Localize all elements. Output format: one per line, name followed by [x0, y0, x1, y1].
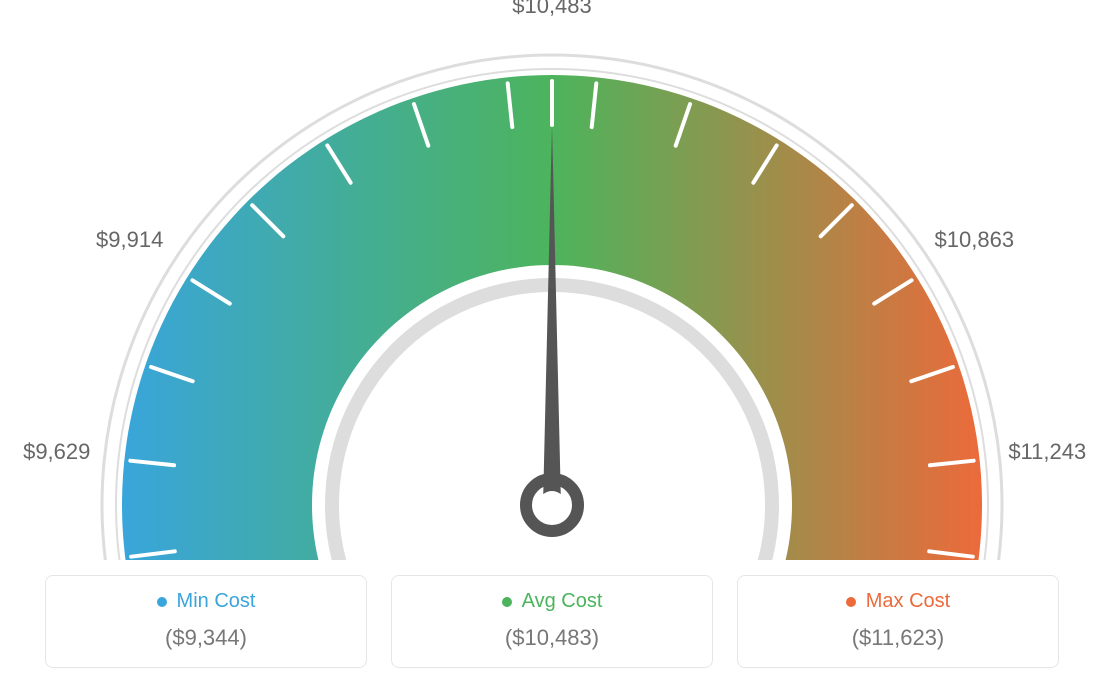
gauge-area: $9,344$9,629$9,914$10,483$10,863$11,243$… [0, 0, 1104, 560]
dot-icon-min [157, 597, 167, 607]
svg-text:$9,914: $9,914 [96, 227, 163, 252]
legend-title-avg: Avg Cost [502, 590, 603, 613]
legend-label-min: Min Cost [177, 590, 256, 613]
gauge-svg: $9,344$9,629$9,914$10,483$10,863$11,243$… [0, 0, 1104, 560]
legend-title-max: Max Cost [846, 590, 950, 613]
svg-text:$9,629: $9,629 [23, 439, 90, 464]
legend-value-avg: ($10,483) [402, 625, 702, 651]
legend-label-avg: Avg Cost [522, 590, 603, 613]
svg-text:$11,243: $11,243 [1008, 439, 1086, 464]
legend-label-max: Max Cost [866, 590, 950, 613]
legend-card-avg: Avg Cost ($10,483) [391, 575, 713, 668]
legend-value-max: ($11,623) [748, 625, 1048, 651]
legend-card-min: Min Cost ($9,344) [45, 575, 367, 668]
svg-text:$10,483: $10,483 [512, 0, 592, 18]
legend-title-min: Min Cost [157, 590, 256, 613]
legend-row: Min Cost ($9,344) Avg Cost ($10,483) Max… [0, 575, 1104, 668]
legend-value-min: ($9,344) [56, 625, 356, 651]
legend-card-max: Max Cost ($11,623) [737, 575, 1059, 668]
svg-text:$10,863: $10,863 [935, 227, 1015, 252]
dot-icon-avg [502, 597, 512, 607]
gauge-chart-container: $9,344$9,629$9,914$10,483$10,863$11,243$… [0, 0, 1104, 690]
dot-icon-max [846, 597, 856, 607]
